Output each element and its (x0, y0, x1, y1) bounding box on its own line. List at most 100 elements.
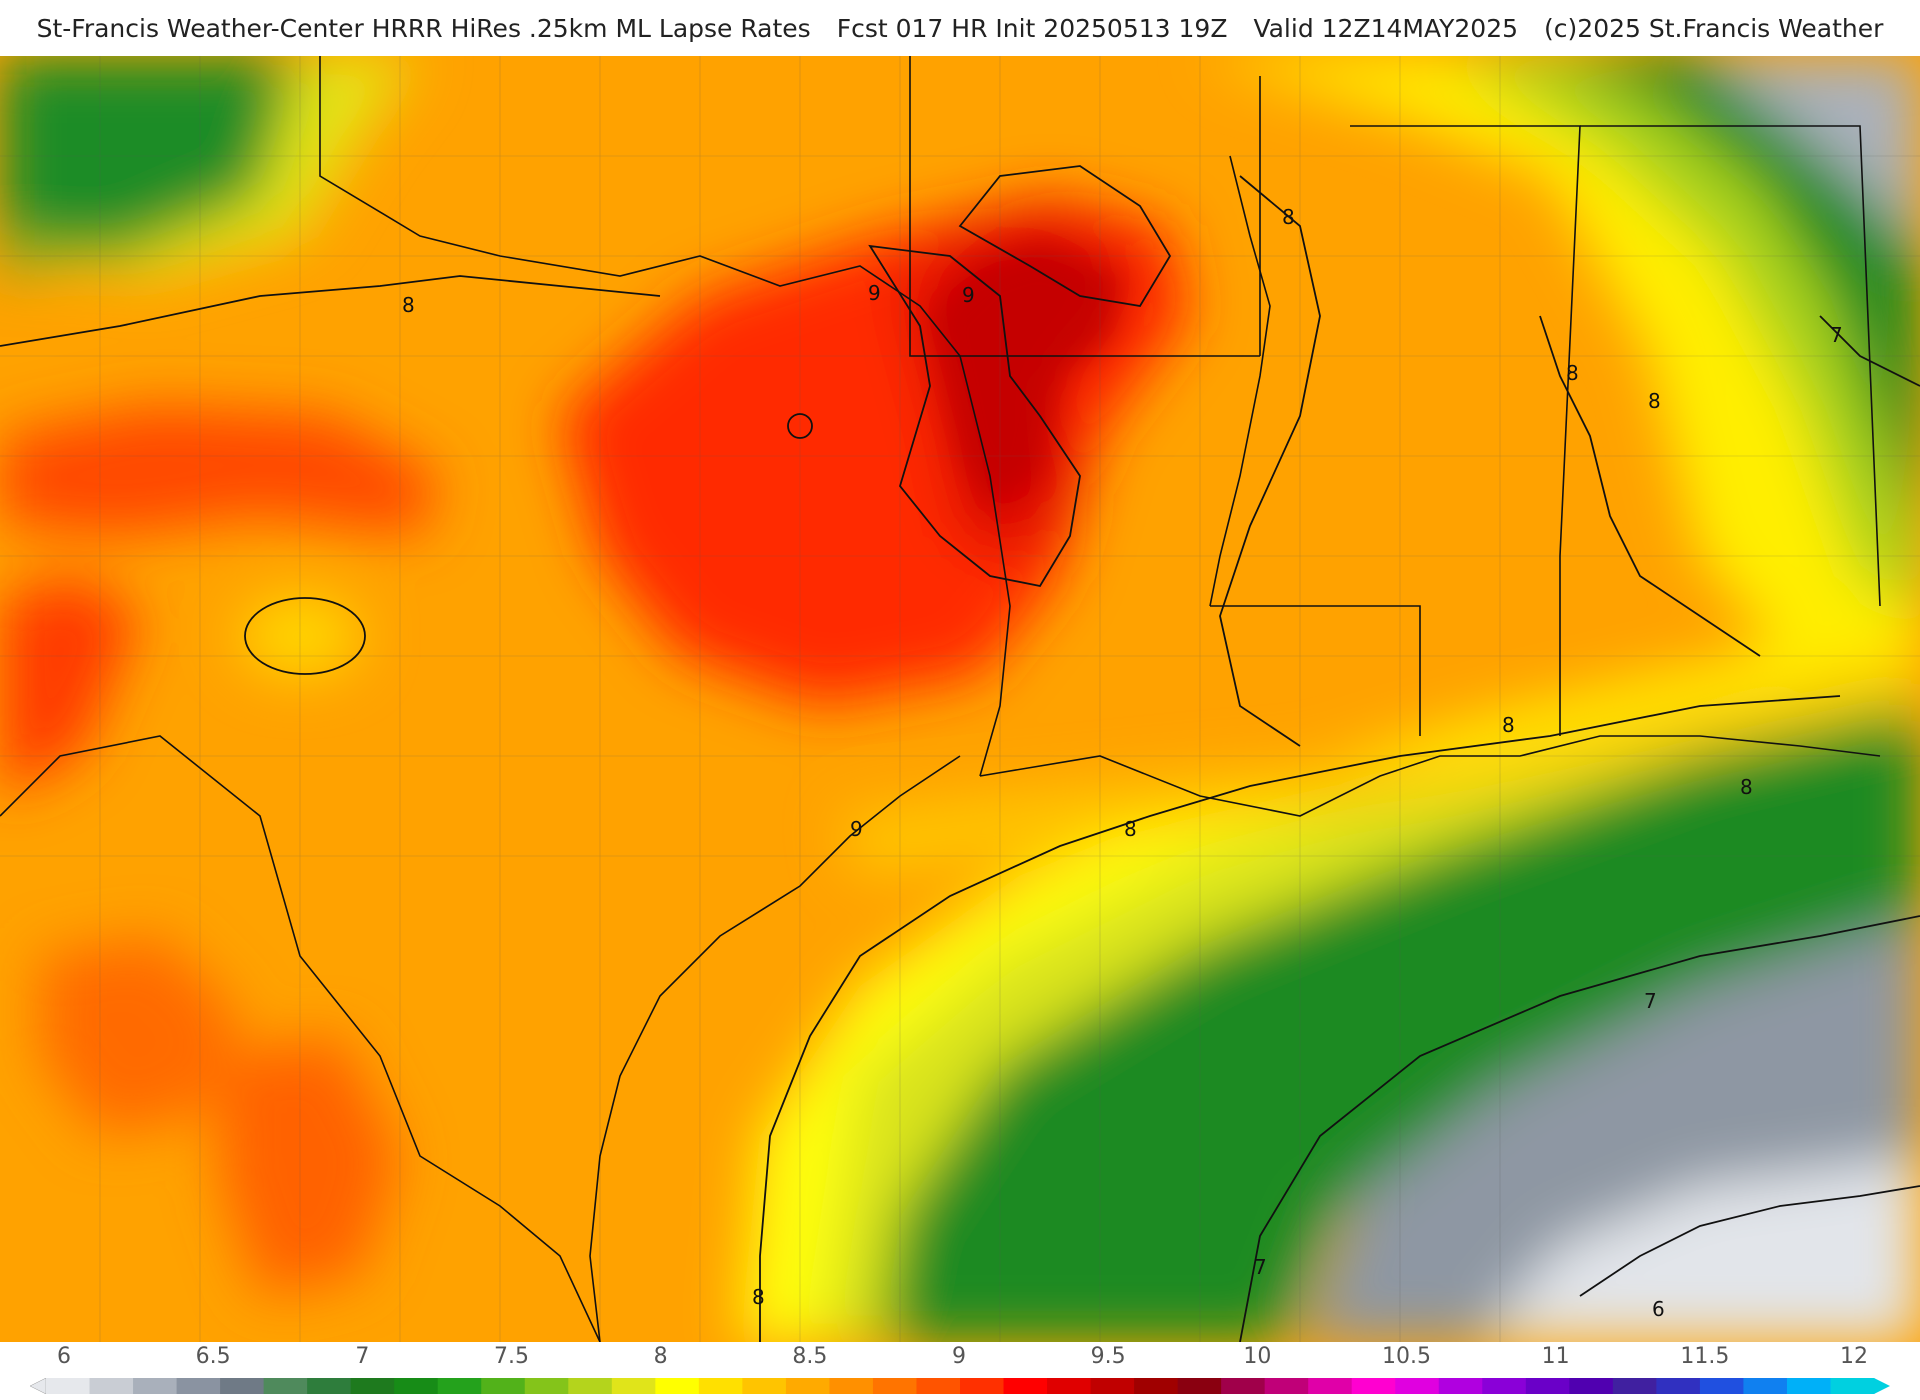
colorbar-swatch (960, 1378, 1005, 1394)
map-title: St-Francis Weather-Center HRRR HiRes .25… (0, 0, 1920, 56)
field-deepred-oklahoma (930, 246, 1120, 506)
contour-label: 6 (1652, 1297, 1665, 1321)
contour-labels: 8 9 9 8 8 8 7 8 8 8 9 8 7 7 6 (402, 205, 1843, 1321)
field-orange-sw (40, 936, 240, 1136)
field-red-west (0, 406, 440, 536)
field-nw-yellow (0, 56, 420, 276)
contour-label: 7 (1830, 323, 1843, 347)
contour-8-east (1219, 175, 1321, 747)
colorbar-tick-label: 9 (952, 1344, 966, 1369)
border-texas-mexico (0, 735, 601, 1342)
border-arkansas-louisiana (1210, 76, 1421, 736)
field-nw-green (0, 56, 300, 276)
colorbar-tick-label: 8.5 (792, 1344, 828, 1369)
contour-9-north (958, 165, 1172, 307)
colorbar-swatch (1221, 1378, 1266, 1394)
colorbar-swatch (1308, 1378, 1353, 1394)
colorbar-swatch (829, 1378, 874, 1394)
contour-9-blob (787, 413, 813, 439)
colorbar-swatch (742, 1378, 787, 1394)
contour-9-core (868, 244, 1081, 588)
colorbar-swatch (1003, 1378, 1048, 1394)
colorbar-swatch (220, 1378, 265, 1394)
colorbar-tick-label: 6.5 (195, 1344, 231, 1369)
colorbar-swatch (307, 1378, 352, 1394)
field-orange-sw2 (220, 1036, 400, 1296)
contour-label: 7 (1254, 1255, 1267, 1279)
field-red-southwest (0, 576, 140, 796)
title-main: St-Francis Weather-Center HRRR HiRes .25… (36, 13, 811, 43)
title-valid: Valid 12Z14MAY2025 (1253, 13, 1519, 43)
contour-label: 8 (1648, 389, 1661, 413)
colorbar-swatch (1569, 1378, 1614, 1394)
contour-8-west (0, 275, 661, 347)
colorbar-swatch (89, 1378, 134, 1394)
field-ne-gray (1700, 56, 1920, 256)
colorbar-tick-label: 10.5 (1382, 1344, 1431, 1369)
contour-6 (1579, 1185, 1920, 1297)
colorbar-tick-label: 7 (355, 1344, 370, 1369)
colorbar-swatch (1351, 1378, 1396, 1394)
colorbar-tick-label: 7.5 (494, 1344, 529, 1369)
colorbar-swatch (1177, 1378, 1222, 1394)
contour-label: 8 (402, 293, 415, 317)
colorbar-swatch (133, 1378, 178, 1394)
border-gulf-coast-east (979, 735, 1881, 817)
colorbar-arrow-high (1874, 1378, 1890, 1394)
colorbar (30, 1378, 1890, 1394)
colorbar-tick-label: 6 (57, 1344, 71, 1369)
colorbar-swatch (1699, 1378, 1744, 1394)
map-canvas: 8 9 9 8 8 8 7 8 8 8 9 8 7 7 6 (0, 56, 1920, 1342)
field-coast-band (840, 656, 1920, 876)
colorbar-swatch (1134, 1378, 1179, 1394)
colorbar-swatch (655, 1378, 700, 1394)
contour-label: 8 (1740, 775, 1753, 799)
colorbar-swatch (872, 1378, 917, 1394)
colorbar-arrow-low (30, 1378, 47, 1394)
colorbar-tick-label: 11 (1541, 1344, 1570, 1369)
state-borders (0, 56, 1881, 1342)
contour-7-ne (1819, 315, 1920, 387)
colorbar-swatch (916, 1378, 961, 1394)
colorbar-swatch (1395, 1378, 1440, 1394)
contour-8-coast (759, 695, 1841, 1342)
colorbar-swatch (785, 1378, 830, 1394)
colorbar-swatch (568, 1378, 613, 1394)
colorbar-swatch (1786, 1378, 1831, 1394)
title-forecast: Fcst 017 HR Init 20250513 19Z (836, 13, 1228, 43)
colorbar-swatch (1090, 1378, 1135, 1394)
contour-7-south (1239, 915, 1920, 1342)
colorbar-swatch (1482, 1378, 1527, 1394)
colorbar-swatch (263, 1378, 308, 1394)
colorbar-swatch (437, 1378, 482, 1394)
colorbar-swatch (611, 1378, 656, 1394)
contour-label: 7 (1644, 989, 1657, 1013)
border-gulf-coast-texas (589, 755, 961, 1342)
contour-label: 9 (868, 281, 881, 305)
field-yellow-blob-west (240, 596, 360, 676)
border-mississippi (1350, 125, 1581, 736)
colorbar-tick-label: 8 (653, 1344, 668, 1369)
colorbar-swatch (698, 1378, 743, 1394)
contour-label: 9 (850, 817, 863, 841)
color-scale: 6 6.5 7 7.5 8 8.5 9 9.5 10 10.5 11 11.5 12 (0, 1342, 1920, 1400)
contour-label: 8 (1502, 713, 1515, 737)
colorbar-swatch (1438, 1378, 1483, 1394)
colorbar-swatch (46, 1378, 91, 1394)
border-texas-louisiana (959, 355, 1011, 777)
colorbar-swatch (1830, 1378, 1875, 1394)
contour-label: 8 (1124, 817, 1137, 841)
colorbar-tick-label: 12 (1840, 1344, 1868, 1369)
field-ne-green (1560, 56, 1920, 536)
colorbar-swatch (1047, 1378, 1092, 1394)
colorbar-swatch (1264, 1378, 1309, 1394)
colorbar-swatch (350, 1378, 395, 1394)
colorbar-swatch (481, 1378, 526, 1394)
contour-label: 8 (752, 1285, 765, 1309)
contour-label: 8 (1566, 361, 1579, 385)
colorbar-tick-label: 11.5 (1680, 1344, 1730, 1369)
contour-label: 8 (1282, 205, 1295, 229)
lapse-rate-map[interactable]: 8 9 9 8 8 8 7 8 8 8 9 8 7 7 6 (0, 56, 1920, 1342)
border-oklahoma-east (909, 56, 1260, 357)
contour-lines (0, 165, 1920, 1342)
